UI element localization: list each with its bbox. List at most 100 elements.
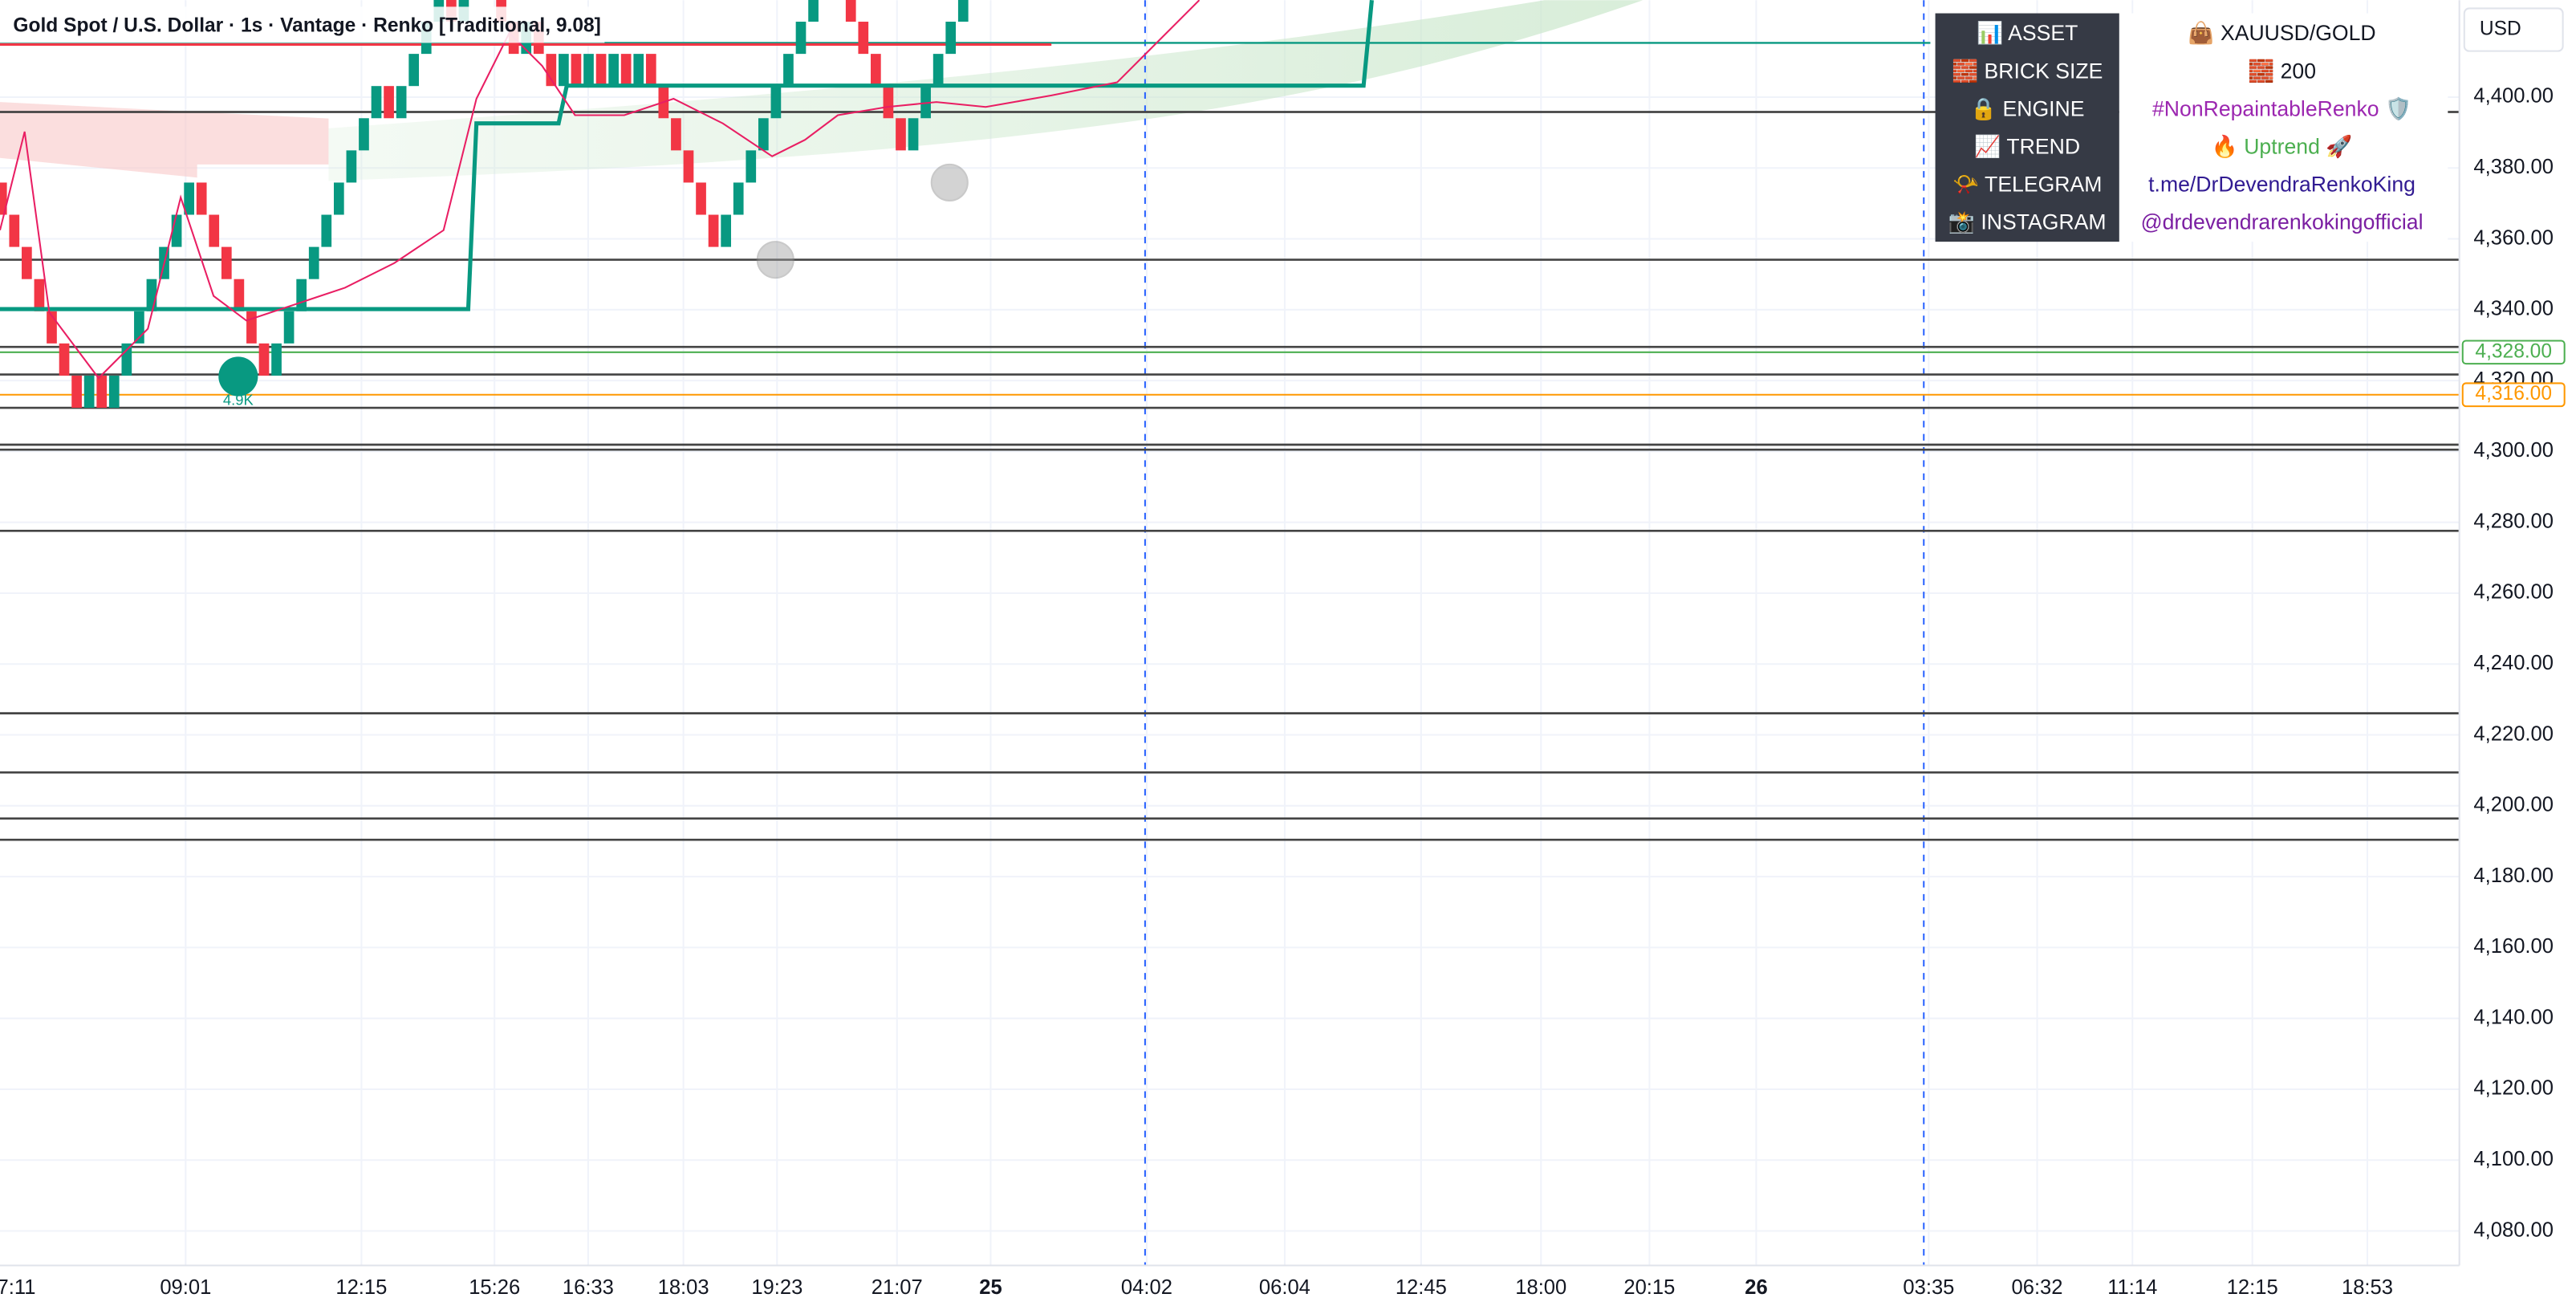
axes-layer: 4,400.004,380.004,360.004,340.004,320.00…	[0, 85, 2566, 1299]
x-tick-label: 20:15	[1623, 1276, 1675, 1299]
supertrend-line	[0, 0, 1374, 311]
table-value: #NonRepaintableRenko 🛡️	[2152, 96, 2411, 120]
brick	[9, 214, 20, 247]
brick	[22, 246, 32, 279]
brick	[271, 343, 282, 376]
table-value-column	[2119, 13, 2448, 242]
y-tick-label: 4,220.00	[2473, 722, 2554, 745]
brick	[932, 54, 944, 87]
brick	[359, 118, 369, 151]
x-tick-label: 26	[1745, 1276, 1767, 1299]
brick	[783, 54, 794, 87]
brick	[59, 343, 70, 376]
x-tick-label: 19:23	[751, 1276, 802, 1299]
y-tick-label: 4,380.00	[2473, 156, 2554, 178]
brick	[346, 150, 357, 183]
brick	[620, 54, 632, 87]
x-tick-label: 18:00	[1515, 1276, 1566, 1299]
brick	[108, 375, 120, 409]
table-value: t.me/DrDevendraRenkoKing	[2148, 173, 2416, 197]
currency-button[interactable]	[2463, 7, 2564, 52]
brick	[683, 150, 694, 183]
brick	[121, 343, 132, 376]
price-tag	[2461, 340, 2566, 365]
brick	[408, 54, 420, 87]
x-tick-label: 21:07	[872, 1276, 923, 1299]
levels-layer	[0, 111, 2460, 841]
brick	[34, 279, 45, 311]
x-tick-label: 7:11	[0, 1276, 35, 1299]
x-tick-label: 16:33	[563, 1276, 614, 1299]
title-backdrop	[0, 6, 605, 43]
pivot-marker	[756, 241, 794, 279]
y-tick-label: 4,280.00	[2473, 510, 2554, 532]
x-tick-label: 12:45	[1396, 1276, 1447, 1299]
brick	[945, 22, 957, 55]
brick	[221, 246, 232, 279]
brick	[559, 54, 569, 87]
x-tick-label: 06:32	[2012, 1276, 2063, 1299]
brick	[209, 214, 220, 247]
time-axis	[0, 1265, 2460, 1310]
brick	[871, 54, 881, 87]
brick	[758, 118, 769, 151]
volume-label: 4.9K	[223, 392, 254, 409]
table-label: 🔒 ENGINE	[1970, 96, 2085, 120]
x-tick-label: 18:53	[2342, 1276, 2393, 1299]
y-tick-label: 4,240.00	[2473, 652, 2554, 674]
x-tick-label: 04:02	[1121, 1276, 1172, 1299]
brick	[957, 0, 969, 22]
brick	[696, 182, 706, 215]
brick	[746, 150, 757, 183]
moving-average	[0, 0, 1201, 380]
currency-label: USD	[2480, 18, 2521, 40]
brick	[595, 54, 607, 87]
brick	[883, 86, 894, 119]
brick	[246, 311, 257, 344]
brick	[608, 54, 619, 87]
x-tick-label: 12:15	[335, 1276, 387, 1299]
brick	[858, 22, 869, 55]
brick	[896, 118, 906, 151]
grid-layer	[0, 0, 2460, 1266]
x-tick-label: 11:14	[2107, 1276, 2157, 1299]
y-tick-label: 4,300.00	[2473, 439, 2554, 462]
brick	[645, 54, 656, 87]
brick	[770, 86, 782, 119]
x-tick-label: 12:15	[2227, 1276, 2278, 1299]
brick	[733, 182, 744, 215]
brick	[583, 54, 594, 87]
info-table: 📊 ASSET 👜 XAUUSD/GOLD 🧱 BRICK SIZE 🧱 200 🔒 E…	[1935, 13, 2448, 242]
y-tick-label: 4,160.00	[2473, 935, 2554, 958]
y-tick-label: 4,180.00	[2473, 865, 2554, 887]
brick	[321, 214, 332, 247]
y-tick-label: 4,200.00	[2473, 794, 2554, 816]
table-value: @drdevendrarenkokingofficial	[2141, 210, 2424, 234]
brick	[671, 118, 681, 151]
brick	[908, 118, 919, 151]
table-label: 📈 TREND	[1974, 133, 2080, 158]
x-tick-label: 06:04	[1259, 1276, 1310, 1299]
table-label: 🧱 BRICK SIZE	[1952, 58, 2103, 83]
brick	[633, 54, 644, 87]
volume-bubble	[218, 356, 258, 397]
brick	[384, 86, 394, 119]
brick	[71, 375, 82, 409]
brick	[96, 375, 108, 409]
brick	[845, 0, 856, 22]
brick	[795, 22, 807, 55]
bullish-band	[328, 0, 1644, 181]
brick	[83, 375, 95, 409]
brick	[296, 279, 307, 311]
brick	[571, 54, 582, 87]
brick	[184, 182, 194, 215]
brick	[283, 311, 295, 344]
y-tick-label: 4,140.00	[2473, 1006, 2554, 1028]
bearish-band	[0, 102, 329, 178]
brick	[808, 0, 819, 22]
brick	[146, 279, 157, 311]
brick	[333, 182, 344, 215]
pivot-marker	[930, 163, 969, 201]
